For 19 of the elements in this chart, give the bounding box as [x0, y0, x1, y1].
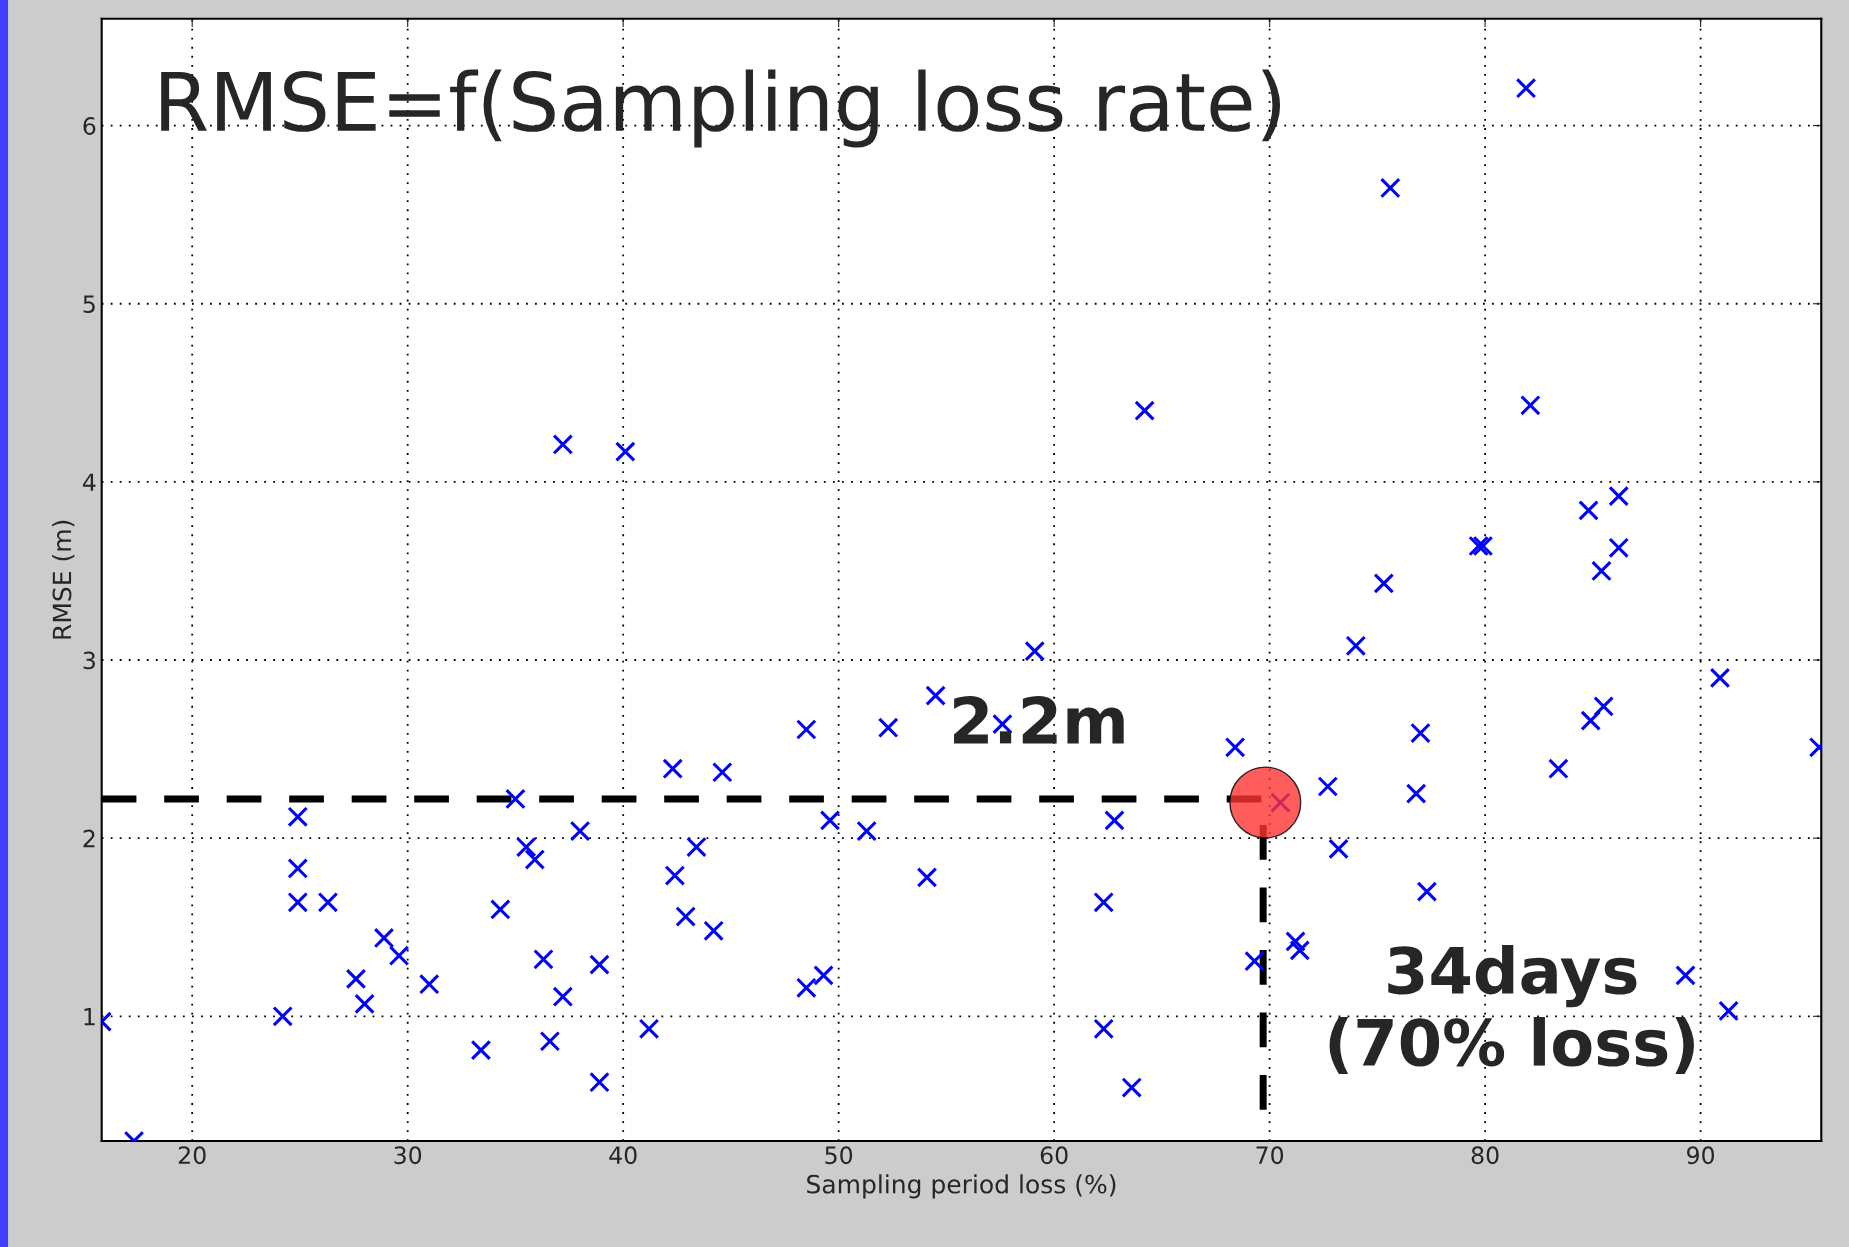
- x-axis-title: Sampling period loss (%): [807, 1174, 1116, 1199]
- y-tick-label: 2: [83, 829, 95, 848]
- x-tick-label: 80: [1471, 1146, 1499, 1165]
- y-tick-label: 6: [83, 117, 96, 135]
- x-tick-label: 40: [609, 1146, 637, 1165]
- y-tick-label: 5: [83, 295, 95, 314]
- x-tick-label: 50: [825, 1146, 853, 1165]
- y-tick-label: 3: [83, 651, 95, 670]
- y-axis-title: RMSE (m): [52, 520, 75, 639]
- annotation: 2.2m: [954, 695, 1124, 744]
- x-tick-label: 20: [178, 1146, 206, 1165]
- x-tick-label: 60: [1040, 1146, 1068, 1165]
- annotation: 34days (70% loss): [1329, 945, 1694, 1075]
- y-tick-label: 4: [82, 473, 96, 491]
- x-tick-label: 90: [1687, 1146, 1715, 1165]
- text: RMSE=f(Sampling loss rate): [161, 69, 1281, 148]
- x-tick-label: 30: [394, 1146, 422, 1165]
- x-tick-label: 70: [1256, 1146, 1284, 1165]
- y-tick-label: 1: [84, 1008, 95, 1026]
